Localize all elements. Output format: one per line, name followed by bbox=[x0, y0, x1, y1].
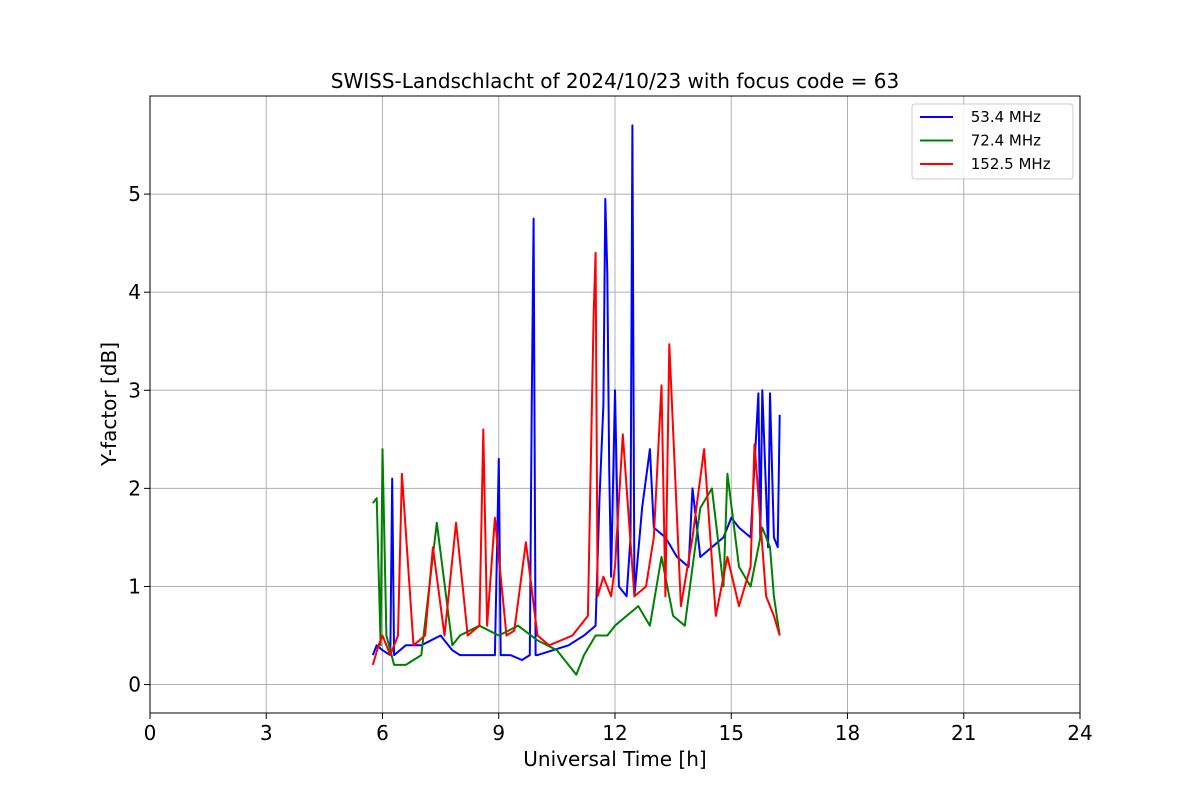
series-line-1 bbox=[372, 448, 781, 676]
y-tick-label: 4 bbox=[128, 280, 141, 304]
x-tick-label: 0 bbox=[144, 721, 157, 745]
y-tick-label: 5 bbox=[128, 182, 141, 206]
x-tick-label: 9 bbox=[492, 721, 505, 745]
y-tick-label: 0 bbox=[128, 673, 141, 697]
legend: 53.4 MHz 72.4 MHz 152.5 MHz bbox=[911, 103, 1074, 180]
y-axis-label: Y-factor [dB] bbox=[97, 342, 121, 467]
x-tick-label: 15 bbox=[719, 721, 744, 745]
x-tick-label: 18 bbox=[835, 721, 860, 745]
series-line-2 bbox=[371, 251, 781, 666]
y-tick-label: 1 bbox=[128, 574, 141, 598]
chart-title: SWISS-Landschlacht of 2024/10/23 with fo… bbox=[331, 69, 899, 93]
legend-label-1: 72.4 MHz bbox=[966, 132, 1041, 150]
legend-frame bbox=[911, 103, 1074, 180]
x-tick-label: 24 bbox=[1067, 721, 1092, 745]
legend-label-2: 152.5 MHz bbox=[966, 155, 1051, 173]
x-tick-label: 21 bbox=[951, 721, 976, 745]
x-axis-label: Universal Time [h] bbox=[523, 747, 706, 771]
y-tick-label: 2 bbox=[128, 476, 141, 500]
x-tick-label: 12 bbox=[602, 721, 627, 745]
legend-label-0: 53.4 MHz bbox=[966, 108, 1041, 126]
x-tick-label: 3 bbox=[260, 721, 273, 745]
x-tick-label: 6 bbox=[376, 721, 389, 745]
series-layer bbox=[371, 124, 781, 676]
y-tick-label: 3 bbox=[128, 378, 141, 402]
